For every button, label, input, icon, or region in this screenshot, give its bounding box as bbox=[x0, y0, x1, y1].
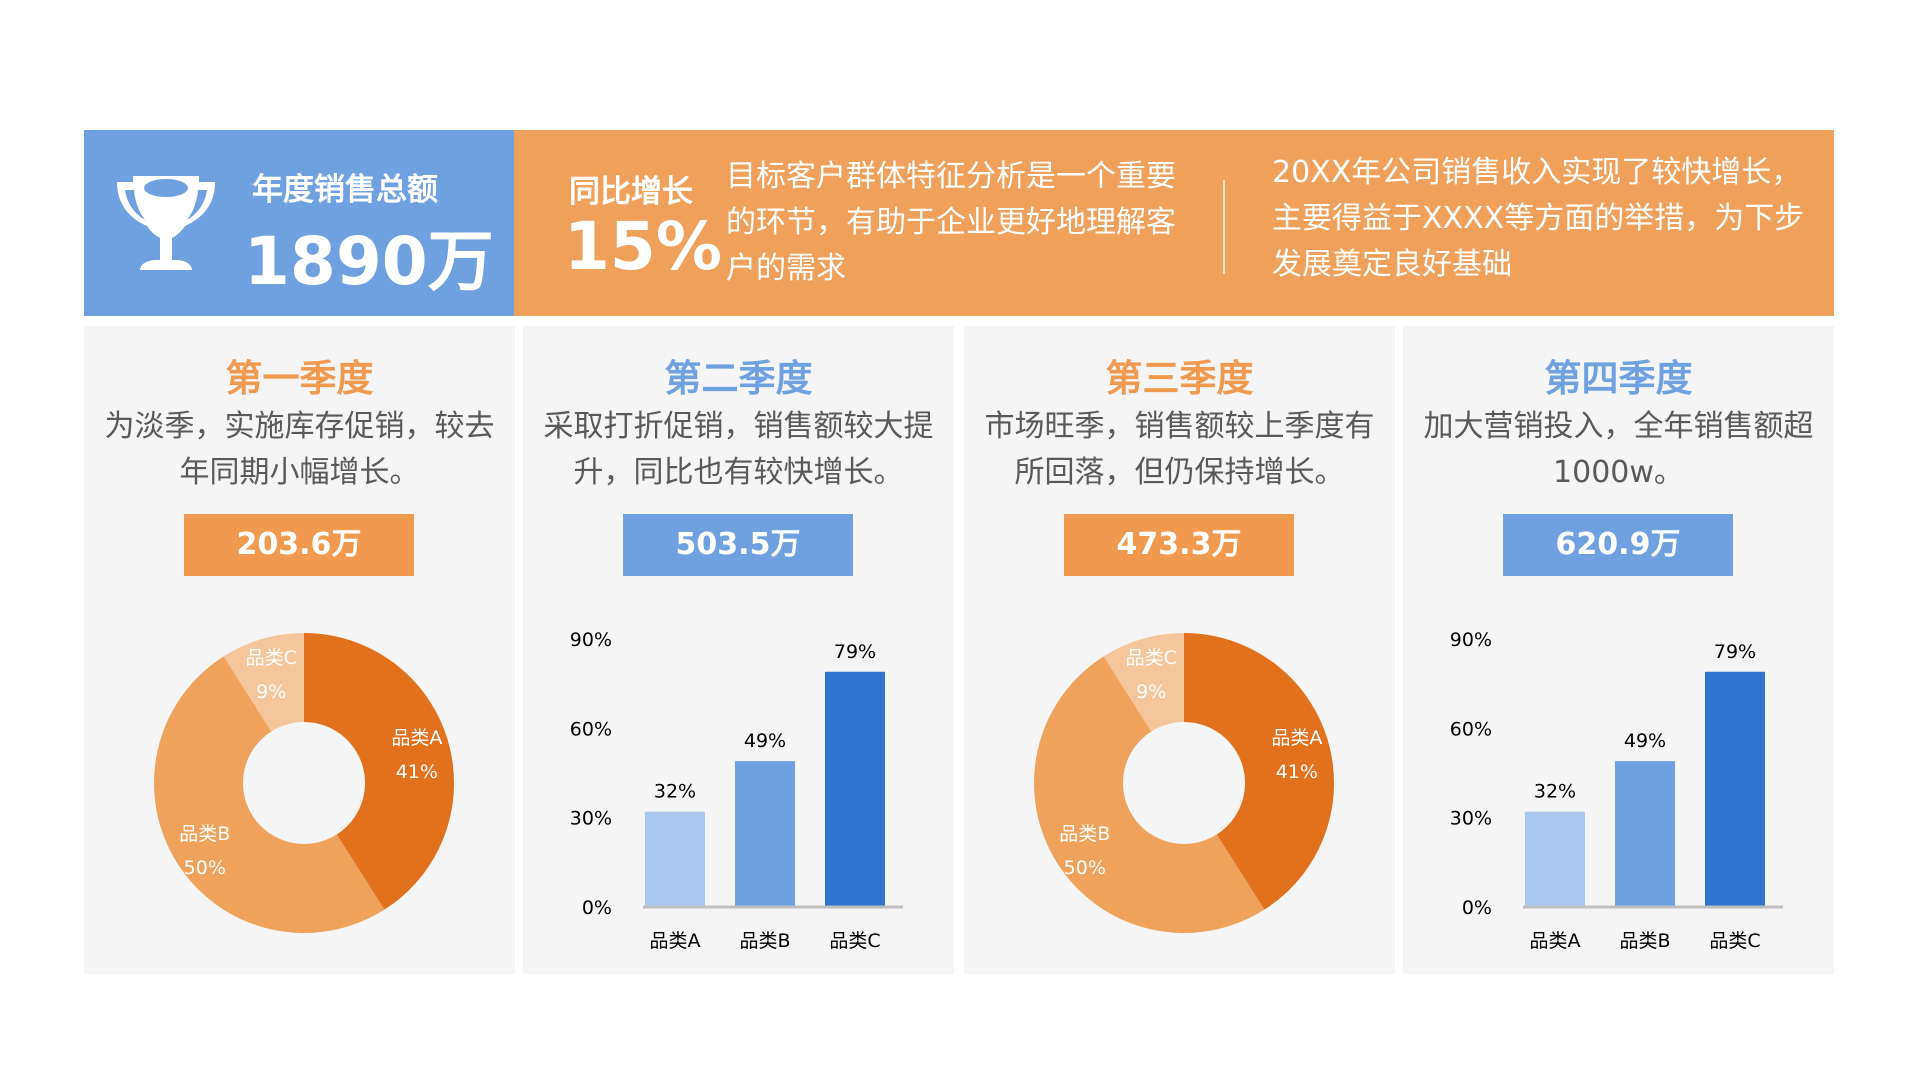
summary-value: 1890万 bbox=[244, 223, 494, 300]
donut-slice bbox=[1184, 633, 1334, 910]
quarter-description: 市场旺季，销售额较上季度有所回落，但仍保持增长。 bbox=[984, 409, 1375, 490]
donut-slice bbox=[1034, 656, 1265, 933]
quarter-card: 第四季度 加大营销投入，全年销售额超1000w。 620.9万 0% 30% 60% 9… bbox=[1403, 326, 1834, 974]
quarter-chart: 0% 30% 60% 90% 32% 品类A 49% 品类B 79% 品类C bbox=[570, 629, 903, 952]
bar bbox=[1525, 811, 1585, 907]
quarter-description: 为淡季，实施库存促销，较去年同期小幅增长。 bbox=[104, 409, 495, 490]
y-tick-label: 30% bbox=[1450, 808, 1492, 830]
quarter-description: 采取打折促销，销售额较大提升，同比也有较快增长。 bbox=[543, 409, 934, 490]
bar bbox=[1615, 761, 1675, 907]
slice-value-label: 9% bbox=[256, 681, 286, 703]
y-tick-label: 60% bbox=[1450, 718, 1492, 740]
growth-title: 同比增长 bbox=[569, 174, 693, 210]
summary-title: 年度销售总额 bbox=[252, 172, 438, 208]
slice-value-label: 50% bbox=[1064, 857, 1106, 879]
bar-value-label: 32% bbox=[654, 781, 696, 803]
y-tick-label: 90% bbox=[570, 629, 612, 651]
x-tick-label: 品类A bbox=[1530, 930, 1581, 952]
donut-slice bbox=[154, 656, 385, 933]
y-tick-label: 30% bbox=[570, 808, 612, 830]
quarter-card: 第三季度 市场旺季，销售额较上季度有所回落，但仍保持增长。 473.3万品类A 4… bbox=[964, 326, 1395, 974]
quarter-value: 503.5万 bbox=[623, 514, 853, 576]
bar bbox=[825, 671, 885, 907]
quarter-title: 第三季度 bbox=[1105, 357, 1254, 400]
quarter-title: 第二季度 bbox=[664, 357, 813, 400]
growth-value: 15% bbox=[564, 208, 722, 285]
annual-sales-panel: 年度销售总额 1890万 bbox=[84, 130, 514, 316]
slice-category-label: 品类A bbox=[1271, 727, 1322, 749]
x-tick-label: 品类A bbox=[650, 930, 701, 952]
slice-category-label: 品类A bbox=[391, 727, 442, 749]
slice-category-label: 品类B bbox=[1059, 823, 1110, 845]
slice-category-label: 品类B bbox=[179, 823, 230, 845]
slice-value-label: 50% bbox=[184, 857, 226, 879]
quarter-title: 第一季度 bbox=[225, 357, 374, 400]
quarter-chart: 品类A 41% 品类B 50% 品类C 9% bbox=[154, 633, 455, 933]
quarter-value: 473.3万 bbox=[1064, 514, 1294, 576]
donut-slice bbox=[304, 633, 455, 910]
y-tick-label: 90% bbox=[1450, 629, 1492, 651]
x-tick-label: 品类B bbox=[1619, 930, 1670, 952]
growth-note: 20XX年公司销售收入实现了较快增长，主要得益于XXXX等方面的举措，为下步发展… bbox=[1272, 155, 1805, 282]
quarter-value: 620.9万 bbox=[1503, 514, 1733, 576]
donut-slice bbox=[223, 633, 304, 732]
slice-category-label: 品类C bbox=[246, 647, 297, 669]
y-tick-label: 60% bbox=[570, 718, 612, 740]
slice-value-label: 9% bbox=[1136, 681, 1166, 703]
quarter-description: 加大营销投入，全年销售额超1000w。 bbox=[1423, 409, 1814, 490]
growth-panel: 同比增长 15% 目标客户群体特征分析是一个重要的环节，有助于企业更好地理解客户… bbox=[514, 130, 1834, 316]
y-tick-label: 0% bbox=[582, 897, 612, 919]
bar bbox=[645, 811, 705, 907]
bar-value-label: 79% bbox=[1714, 641, 1756, 663]
slice-value-label: 41% bbox=[1276, 761, 1318, 783]
growth-description: 目标客户群体特征分析是一个重要的环节，有助于企业更好地理解客户的需求 bbox=[726, 159, 1176, 286]
bar bbox=[1705, 671, 1765, 907]
trophy-icon bbox=[117, 176, 215, 270]
bar-value-label: 49% bbox=[744, 730, 786, 752]
quarter-value: 203.6万 bbox=[184, 514, 414, 576]
x-tick-label: 品类B bbox=[739, 930, 790, 952]
bar bbox=[735, 761, 795, 907]
x-tick-label: 品类C bbox=[1709, 930, 1760, 952]
slice-category-label: 品类C bbox=[1126, 647, 1177, 669]
y-tick-label: 0% bbox=[1462, 897, 1492, 919]
donut-slice bbox=[1103, 633, 1184, 732]
bar-value-label: 49% bbox=[1624, 730, 1666, 752]
quarter-card: 第一季度 为淡季，实施库存促销，较去年同期小幅增长。 203.6万 品类A 41% 品… bbox=[84, 326, 515, 974]
bar-value-label: 32% bbox=[1534, 781, 1576, 803]
slice-value-label: 41% bbox=[396, 761, 438, 783]
x-tick-label: 品类C bbox=[829, 930, 880, 952]
divider bbox=[1223, 180, 1225, 274]
quarter-title: 第四季度 bbox=[1544, 357, 1693, 400]
quarter-chart: 品类A 41% 品类B 50% 品类C 9% bbox=[1034, 633, 1334, 933]
quarter-chart: 0% 30% 60% 90% 32% 品类A 49% 品类B 79% 品类C bbox=[1450, 629, 1783, 952]
bar-value-label: 79% bbox=[834, 641, 876, 663]
quarter-card: 第二季度 采取打折促销，销售额较大提升，同比也有较快增长。 503.5万 0% 30… bbox=[523, 326, 954, 974]
